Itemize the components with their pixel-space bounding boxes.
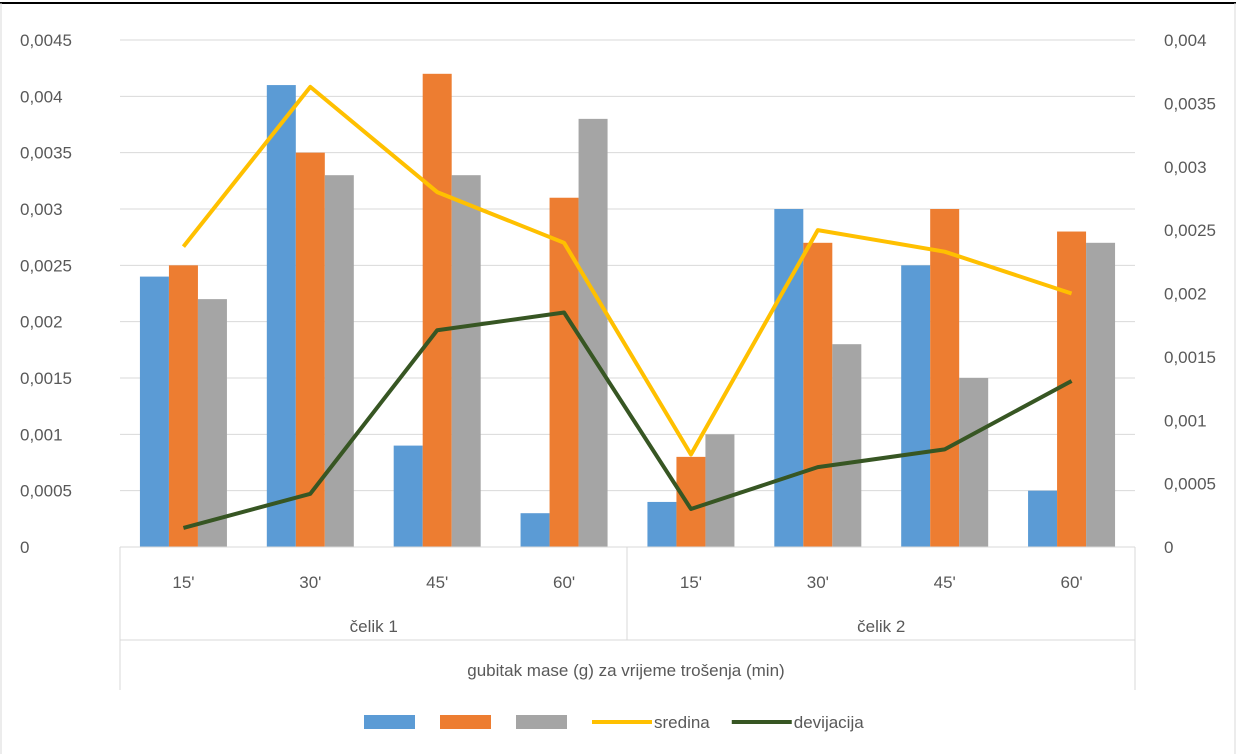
left-tick-label: 0,0015 — [20, 369, 72, 388]
category-label: 60' — [553, 573, 575, 592]
right-tick-label: 0,0025 — [1164, 221, 1216, 240]
right-tick-label: 0,003 — [1164, 158, 1207, 177]
right-tick-label: 0,0005 — [1164, 475, 1216, 494]
right-tick-label: 0 — [1164, 538, 1173, 557]
legend-swatch — [516, 715, 567, 729]
right-tick-label: 0,002 — [1164, 285, 1207, 304]
bar — [324, 175, 354, 547]
bar — [832, 344, 862, 547]
legend: sredina devijacija — [364, 713, 864, 732]
bar — [393, 445, 423, 547]
bar — [705, 434, 735, 547]
group-label: čelik 1 — [350, 617, 398, 636]
bar — [959, 378, 989, 547]
left-tick-label: 0,003 — [20, 200, 63, 219]
bar — [520, 513, 550, 547]
left-tick-label: 0,001 — [20, 425, 63, 444]
category-label: 30' — [807, 573, 829, 592]
category-label: 30' — [299, 573, 321, 592]
category-label: 15' — [172, 573, 194, 592]
bar — [930, 209, 960, 547]
category-label: 15' — [680, 573, 702, 592]
left-axis-ticks: 0 0,0005 0,001 0,0015 0,002 0,0025 0,003 0,0035… — [20, 31, 72, 557]
bar — [197, 299, 227, 547]
legend-swatch — [364, 715, 415, 729]
bar — [266, 85, 296, 548]
category-label: 60' — [1060, 573, 1082, 592]
left-tick-label: 0,0045 — [20, 31, 72, 50]
category-label: 45' — [426, 573, 448, 592]
legend-swatch — [440, 715, 491, 729]
category-label: 45' — [934, 573, 956, 592]
bar — [676, 456, 706, 547]
left-tick-label: 0,004 — [20, 87, 63, 106]
line-sredina — [181, 84, 1073, 457]
line-devijacija — [182, 310, 1073, 530]
right-tick-label: 0,001 — [1164, 411, 1207, 430]
right-tick-label: 0,0035 — [1164, 94, 1216, 113]
bar — [549, 197, 579, 547]
bar — [1057, 231, 1087, 548]
left-tick-label: 0,002 — [20, 313, 63, 332]
right-tick-label: 0,004 — [1164, 31, 1207, 50]
bar — [451, 175, 481, 547]
bar — [168, 265, 198, 547]
bar — [647, 501, 677, 547]
right-axis-ticks: 0 0,0005 0,001 0,0015 0,002 0,0025 0,003 0,0035… — [1164, 31, 1216, 557]
legend-label: sredina — [654, 713, 710, 732]
bar — [1028, 490, 1058, 547]
category-axis: 15' 30' 45' 60' 15' 30' 45' 60' čelik 1 čelik 2 — [119, 546, 1136, 690]
x-axis-title: gubitak mase (g) za vrijeme trošenja (mi… — [467, 661, 784, 680]
bar — [422, 73, 452, 548]
group-label: čelik 2 — [857, 617, 905, 636]
bar — [295, 152, 325, 547]
left-tick-label: 0,0005 — [20, 482, 72, 501]
right-tick-label: 0,0015 — [1164, 348, 1216, 367]
bar — [578, 118, 608, 547]
line-series — [181, 84, 1073, 530]
bar — [139, 276, 169, 547]
bar-series — [139, 73, 1116, 548]
bar — [901, 265, 931, 547]
left-tick-label: 0 — [20, 538, 29, 557]
legend-label: devijacija — [794, 713, 864, 732]
left-tick-label: 0,0025 — [20, 256, 72, 275]
bar — [1086, 242, 1116, 548]
bar — [803, 242, 833, 548]
left-tick-label: 0,0035 — [20, 144, 72, 163]
